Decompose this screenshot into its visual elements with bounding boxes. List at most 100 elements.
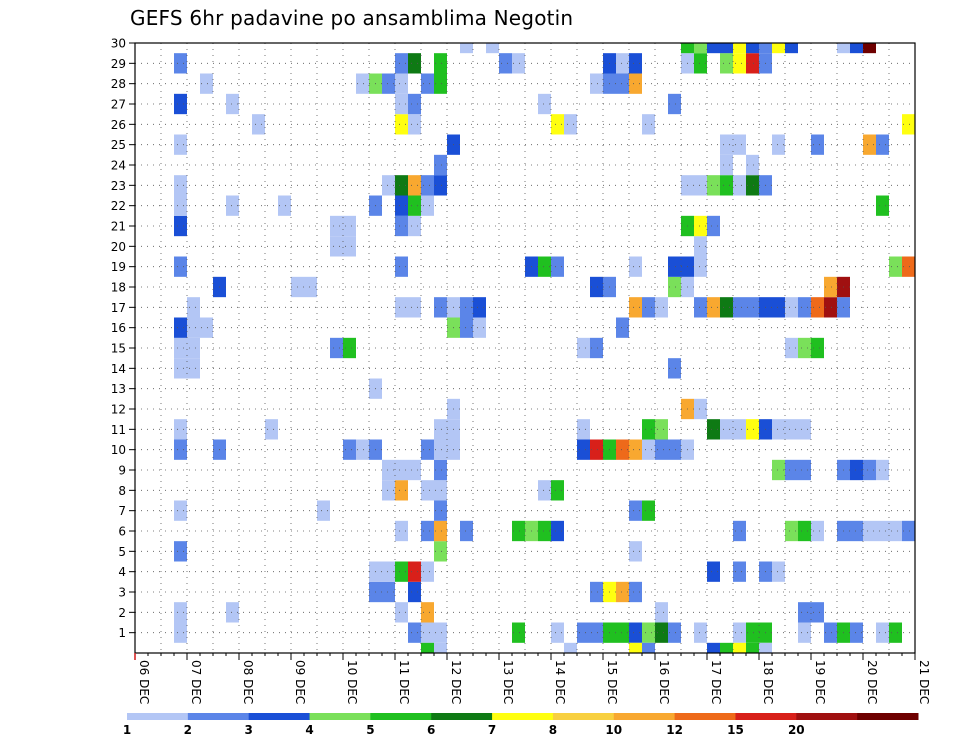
heatmap-cell [421, 195, 434, 216]
heatmap-cell [694, 53, 707, 74]
heatmap-cell [642, 419, 655, 440]
heatmap-cell [798, 419, 811, 440]
heatmap-cell [759, 43, 772, 54]
heatmap-cell [642, 622, 655, 643]
heatmap-cell [538, 520, 551, 542]
y-tick-label: 11 [111, 423, 126, 437]
heatmap-cell [512, 53, 525, 74]
heatmap-cell [707, 419, 720, 440]
heatmap-cell [434, 642, 447, 653]
heatmap-cell [850, 459, 863, 481]
heatmap-cell [746, 175, 759, 196]
heatmap-cell [616, 439, 629, 460]
heatmap-cell [434, 419, 447, 440]
heatmap-cell [850, 43, 863, 54]
heatmap-cell [551, 114, 564, 135]
heatmap-cell [876, 459, 889, 481]
chart-title: GEFS 6hr padavine po ansamblima Negotin [130, 6, 574, 30]
y-tick-label: 23 [111, 179, 126, 193]
heatmap-cell [460, 317, 473, 338]
heatmap-cell [174, 256, 187, 277]
heatmap-cell [200, 73, 213, 94]
heatmap-cell [382, 73, 395, 94]
heatmap-cell [343, 337, 356, 359]
heatmap-cell [174, 317, 187, 338]
heatmap-cell [187, 297, 200, 318]
heatmap-cell [824, 622, 837, 643]
heatmap-cell [720, 297, 733, 318]
heatmap-cell [746, 154, 759, 176]
heatmap-cell [538, 93, 551, 115]
heatmap-cell [902, 256, 915, 277]
heatmap-cell [395, 93, 408, 115]
heatmap-cell [395, 195, 408, 216]
heatmap-cell [421, 175, 434, 196]
heatmap-cell [317, 500, 330, 521]
heatmap-cell [226, 93, 239, 115]
heatmap-cell [395, 114, 408, 135]
heatmap-cell [616, 73, 629, 94]
heatmap-cell [629, 53, 642, 74]
heatmap-cell [772, 419, 785, 440]
heatmap-cell [551, 520, 564, 542]
heatmap-cell [382, 581, 395, 603]
legend-label: 3 [245, 723, 253, 737]
heatmap-cell [551, 622, 564, 643]
x-date-label: 06 DEC [137, 660, 151, 704]
heatmap-cell [811, 297, 824, 318]
heatmap-cell [707, 43, 720, 54]
y-axis: 1234567891011121314151617181920212223242… [111, 37, 135, 640]
heatmap-cell [785, 520, 798, 542]
heatmap-cell [434, 154, 447, 176]
heatmap-cell [694, 256, 707, 277]
heatmap-cell [616, 317, 629, 338]
heatmap-cell [551, 256, 564, 277]
heatmap-cell [486, 43, 499, 54]
x-date-label: 09 DEC [293, 660, 307, 704]
heatmap-cell [642, 439, 655, 460]
heatmap-cell [746, 43, 759, 54]
heatmap-cell [629, 500, 642, 521]
heatmap-cell [720, 154, 733, 176]
heatmap-cell [343, 236, 356, 257]
heatmap-cell [798, 337, 811, 359]
heatmap-cell [642, 642, 655, 653]
heatmap-cell [174, 337, 187, 359]
heatmap-cell [421, 480, 434, 501]
x-axis: 06 DEC 07 DEC 08 DEC 09 DEC 10 DEC 11 DEC 12 D… [134, 653, 931, 704]
legend-color-swatch [552, 713, 615, 720]
heatmap-cell [798, 459, 811, 481]
x-date-label: 11 DEC [397, 660, 411, 704]
heatmap-cell [616, 622, 629, 643]
heatmap-cell [174, 602, 187, 623]
y-tick-label: 25 [111, 138, 126, 152]
heatmap-cell [434, 53, 447, 74]
legend-label: 20 [788, 723, 805, 737]
heatmap-cell [434, 622, 447, 643]
heatmap-cell [720, 53, 733, 74]
heatmap-cell [473, 317, 486, 338]
heatmap-cell [902, 520, 915, 542]
heatmap-cell [746, 642, 759, 653]
heatmap-cell [395, 215, 408, 237]
heatmap-cell [733, 419, 746, 440]
heatmap-cell [642, 500, 655, 521]
heatmap-cell [772, 297, 785, 318]
heatmap-cell [746, 297, 759, 318]
y-tick-label: 9 [118, 464, 126, 478]
heatmap-cell [863, 134, 876, 155]
x-date-label: 13 DEC [501, 660, 515, 704]
heatmap-cell [733, 297, 746, 318]
legend-label: 10 [605, 723, 622, 737]
heatmap-cell [408, 561, 421, 582]
heatmap-cell [408, 175, 421, 196]
heatmap-cell [876, 622, 889, 643]
heatmap-cell [720, 642, 733, 653]
heatmap-cell [174, 541, 187, 562]
heatmap-cell [694, 175, 707, 196]
heatmap-cell [421, 622, 434, 643]
heatmap-cell [382, 175, 395, 196]
heatmap-cell [408, 114, 421, 135]
legend-label: 12 [666, 723, 683, 737]
